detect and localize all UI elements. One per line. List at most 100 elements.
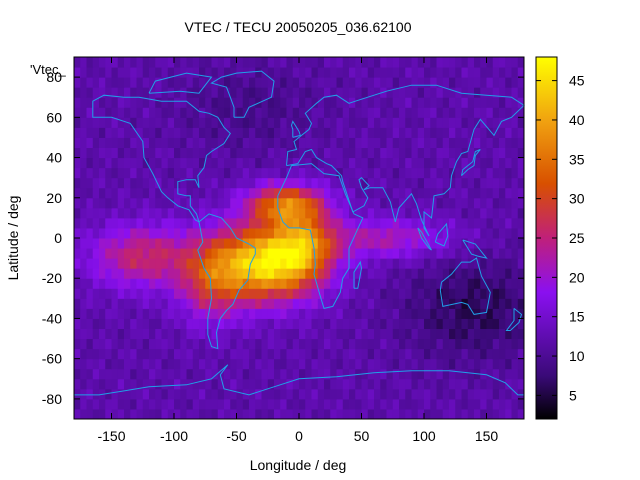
heatmap-cell [174,167,181,179]
heatmap-cell [324,298,331,309]
heatmap-cell [217,348,225,360]
heatmap-cell [117,238,125,249]
heatmap-cell [467,368,475,380]
heatmap-cell [180,157,187,169]
heatmap-cell [167,318,175,329]
heatmap-cell [292,328,300,340]
heatmap-cell [380,97,387,108]
colorbar-tick-label: 5 [569,387,577,403]
heatmap-cell [292,87,300,98]
heatmap-cell [111,167,119,179]
heatmap-cell [161,248,169,259]
heatmap-cell [136,258,144,269]
heatmap-cell [192,378,200,390]
heatmap-cell [236,227,244,239]
heatmap-cell [480,217,487,229]
heatmap-cell [474,398,481,410]
heatmap-cell [242,197,250,209]
heatmap-cell [380,227,387,239]
heatmap-cell [99,238,106,249]
heatmap-cell [92,398,100,410]
heatmap-cell [436,187,444,199]
heatmap-cell [449,67,456,78]
heatmap-cell [349,308,356,319]
heatmap-cell [511,197,519,209]
heatmap-cell [242,328,250,340]
heatmap-cell [436,358,444,370]
heatmap-cell [292,278,300,289]
heatmap-cell [74,398,81,410]
heatmap-cell [330,298,337,309]
heatmap-cell [117,117,125,128]
heatmap-cell [117,378,125,390]
heatmap-cell [311,67,319,78]
heatmap-cell [330,77,337,88]
heatmap-cell [411,268,419,279]
heatmap-cell [517,217,525,229]
heatmap-cell [255,197,262,209]
heatmap-cell [361,278,369,289]
heatmap-cell [155,117,162,128]
heatmap-cell [192,308,200,319]
heatmap-cell [455,207,462,219]
heatmap-cell [405,408,412,420]
heatmap-cell [205,97,212,108]
heatmap-cell [249,167,256,179]
heatmap-cell [255,147,262,159]
heatmap-cell [499,338,506,350]
heatmap-cell [130,248,137,259]
heatmap-cell [467,207,475,219]
heatmap-cell [249,157,256,169]
heatmap-cell [480,197,487,209]
heatmap-cell [167,408,175,420]
heatmap-cell [399,388,406,400]
heatmap-cell [317,117,325,128]
heatmap-cell [80,67,87,78]
heatmap-cell [255,57,262,68]
heatmap-cell [311,87,319,98]
heatmap-cell [342,368,350,380]
heatmap-cell [124,197,131,209]
heatmap-cell [92,298,100,309]
heatmap-cell [442,258,450,269]
heatmap-cell [449,388,456,400]
heatmap-cell [517,288,525,299]
heatmap-cell [86,117,94,128]
heatmap-cell [355,298,362,309]
heatmap-cell [130,197,137,209]
heatmap-cell [130,147,137,159]
heatmap-cell [505,107,512,118]
heatmap-cell [230,358,237,370]
heatmap-cell [417,107,425,118]
heatmap-cell [186,157,194,169]
heatmap-cell [261,117,269,128]
heatmap-cell [324,398,331,410]
heatmap-cell [174,388,181,400]
heatmap-cell [261,388,269,400]
heatmap-cell [199,107,206,118]
heatmap-cell [111,97,119,108]
heatmap-cell [224,338,231,350]
heatmap-cell [499,368,506,380]
heatmap-cell [74,328,81,340]
heatmap-cell [355,248,362,259]
heatmap-cell [505,157,512,169]
heatmap-cell [186,358,194,370]
heatmap-cell [149,57,156,68]
heatmap-cell [430,398,437,410]
heatmap-cell [224,378,231,390]
heatmap-cell [86,217,94,229]
coastline-arctic-islands [148,72,213,94]
heatmap-cell [349,378,356,390]
heatmap-cell [361,268,369,279]
heatmap-cell [111,117,119,128]
heatmap-cell [261,137,269,148]
heatmap-cell [411,127,419,138]
heatmap-cell [392,157,400,169]
heatmap-cell [486,187,494,199]
heatmap-cell [167,197,175,209]
heatmap-cell [405,378,412,390]
heatmap-cell [105,127,112,138]
heatmap-cell [392,268,400,279]
heatmap-cell [292,238,300,249]
